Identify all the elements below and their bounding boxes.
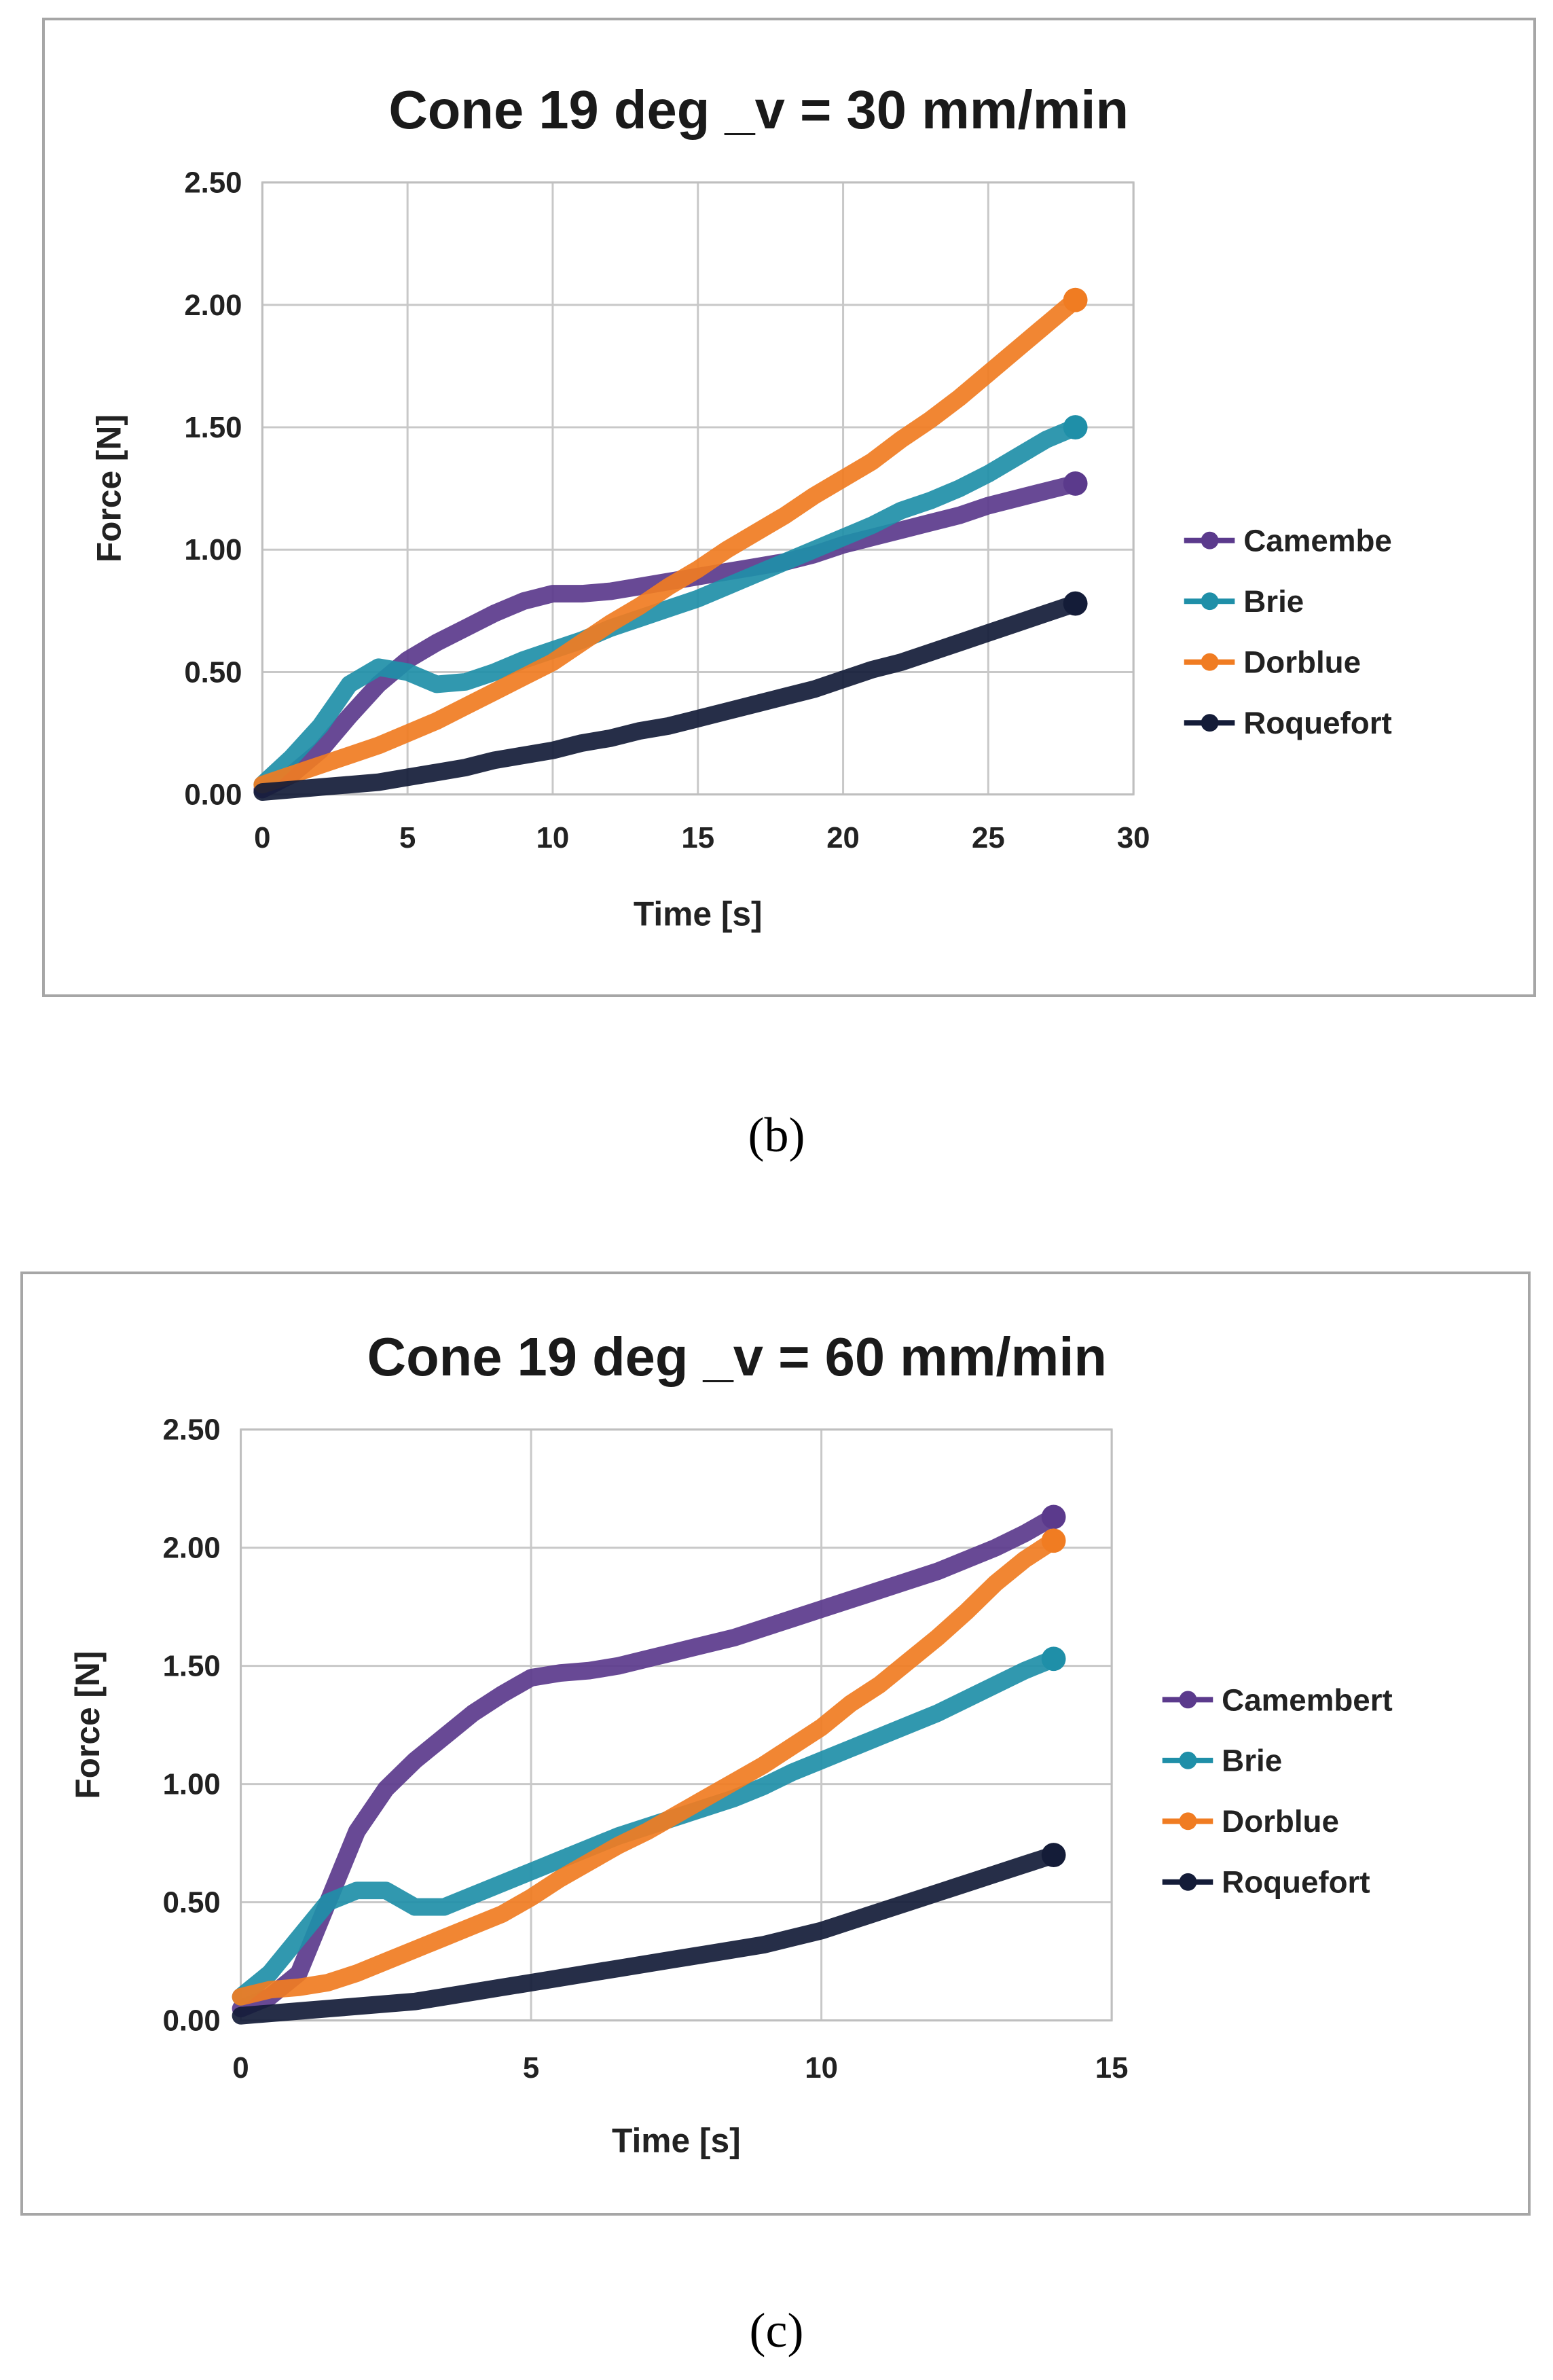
x-tick-label: 30 — [1117, 821, 1150, 854]
series-end-marker-brie — [1041, 1646, 1066, 1672]
caption-b: (b) — [748, 1108, 805, 1162]
y-tick-label: 1.00 — [184, 533, 242, 566]
series-end-marker-roquefort — [1041, 1843, 1066, 1867]
x-tick-label: 0 — [232, 2051, 249, 2085]
legend-label-camembe: Camembe — [1243, 524, 1392, 558]
chart-title: Cone 19 deg _v = 30 mm/min — [388, 79, 1129, 140]
chart-b: Cone 19 deg _v = 30 mm/min 0.00 0.50 1.00 1.… — [90, 79, 1392, 933]
chart-c: Cone 19 deg _v = 60 mm/min 0.00 0.50 1.00 1.… — [69, 1327, 1393, 2160]
legend-marker-roquefort — [1201, 714, 1219, 732]
series-end-marker-brie — [1063, 415, 1088, 439]
x-tick-label: 15 — [1095, 2051, 1129, 2085]
y-tick-label: 1.00 — [163, 1768, 221, 1801]
y-axis-label: Force [N] — [90, 414, 128, 562]
chart-panel-b: Cone 19 deg _v = 30 mm/min 0.00 0.50 1.00 1.… — [42, 18, 1536, 997]
legend-marker-dorblue — [1179, 1812, 1197, 1831]
series-line-roquefort — [253, 594, 1084, 801]
series-end-marker-dorblue — [1041, 1528, 1066, 1553]
series-line-roquefort — [232, 1846, 1063, 2025]
legend-marker-dorblue — [1201, 653, 1219, 671]
series-end-marker-roquefort — [1063, 591, 1088, 616]
series-line-dorblue — [232, 1532, 1063, 2006]
legend-label-brie: Brie — [1243, 584, 1304, 619]
x-axis-label: Time [s] — [634, 895, 763, 933]
series-end-marker-camembe — [1063, 471, 1088, 496]
y-tick-label: 1.50 — [184, 411, 242, 444]
y-axis-label: Force [N] — [69, 1651, 107, 1799]
legend-marker-brie — [1179, 1751, 1197, 1769]
x-tick-label: 10 — [536, 821, 570, 854]
y-tick-label: 2.00 — [184, 289, 242, 322]
legend-marker-camembert — [1179, 1691, 1197, 1709]
x-tick-label: 20 — [826, 821, 860, 854]
plot-frame — [240, 1428, 1113, 2022]
legend-marker-brie — [1201, 592, 1219, 611]
caption-c: (c) — [749, 2303, 804, 2358]
y-tick-label: 2.00 — [163, 1532, 221, 1565]
y-tick-label: 0.50 — [163, 1886, 221, 1919]
plot-frame — [261, 181, 1135, 796]
y-tick-label: 2.50 — [184, 166, 242, 200]
chart-title: Cone 19 deg _v = 60 mm/min — [367, 1327, 1107, 1387]
legend-label-roquefort: Roquefort — [1222, 1865, 1370, 1900]
legend-marker-roquefort — [1179, 1873, 1197, 1891]
series-end-marker-dorblue — [1063, 287, 1088, 312]
series-line-camembert — [232, 1508, 1063, 2018]
x-tick-label: 5 — [399, 821, 416, 854]
x-tick-label: 25 — [972, 821, 1005, 854]
y-tick-label: 2.50 — [163, 1413, 221, 1447]
legend-label-roquefort: Roquefort — [1243, 706, 1391, 740]
legend-label-brie: Brie — [1222, 1744, 1282, 1778]
y-tick-label: 1.50 — [163, 1650, 221, 1683]
y-tick-label: 0.00 — [163, 2004, 221, 2038]
y-tick-label: 0.50 — [184, 655, 242, 689]
x-tick-label: 0 — [254, 821, 270, 854]
series-line-dorblue — [253, 291, 1084, 794]
legend-label-camembert: Camembert — [1222, 1682, 1393, 1717]
series-end-marker-camembert — [1041, 1504, 1066, 1530]
x-tick-label: 5 — [523, 2051, 539, 2085]
x-tick-label: 10 — [805, 2051, 838, 2085]
legend-label-dorblue: Dorblue — [1222, 1804, 1339, 1839]
series-line-brie — [253, 418, 1084, 794]
y-tick-label: 0.00 — [184, 778, 242, 812]
x-axis-label: Time [s] — [612, 2122, 741, 2160]
legend-label-dorblue: Dorblue — [1243, 645, 1361, 680]
chart-panel-c: Cone 19 deg _v = 60 mm/min 0.00 0.50 1.00 1.… — [20, 1272, 1531, 2216]
x-tick-label: 15 — [681, 821, 714, 854]
legend-marker-camembe — [1201, 531, 1219, 549]
